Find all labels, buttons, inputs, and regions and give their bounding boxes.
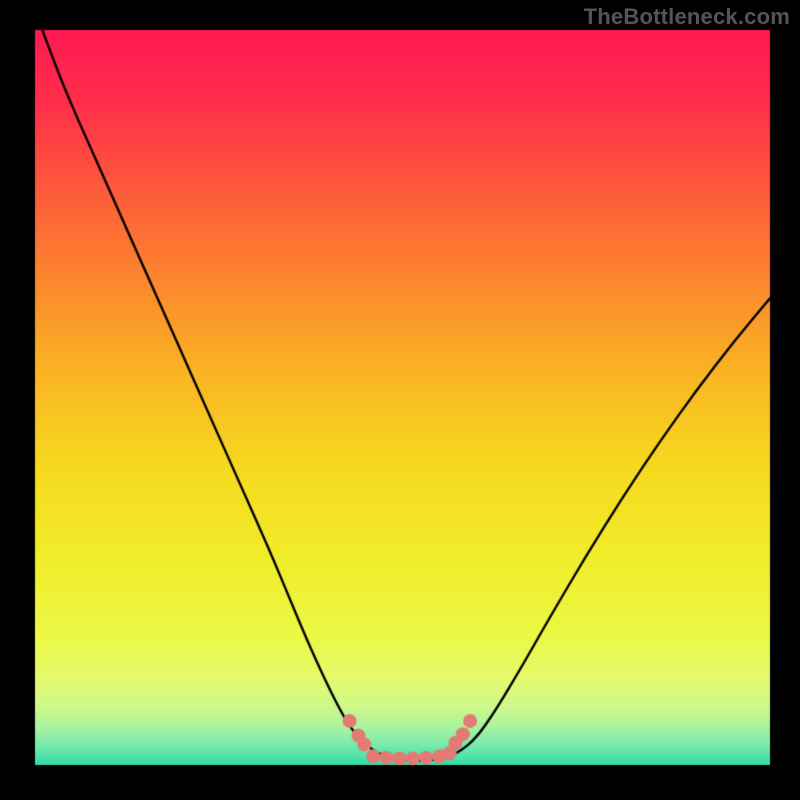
bottleneck-curve-chart	[0, 0, 800, 800]
watermark-text: TheBottleneck.com	[584, 4, 790, 30]
